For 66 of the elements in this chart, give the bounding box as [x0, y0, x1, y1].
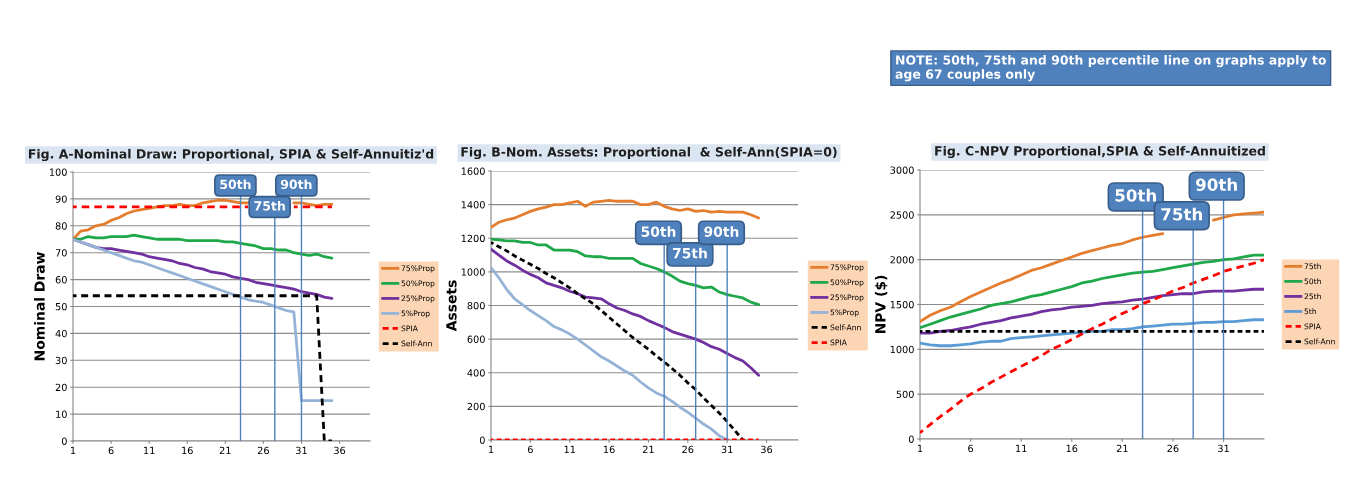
- y-tick-label: 1200: [461, 234, 485, 243]
- x-tick-label: 26: [682, 445, 694, 454]
- x-tick-label: 11: [144, 446, 155, 454]
- y-tick-label: 1000: [461, 268, 485, 276]
- ref-line-label: 50th: [220, 179, 251, 190]
- x-tick-label: 16: [603, 445, 615, 454]
- x-tick-label: 21: [219, 446, 231, 454]
- y-tick-label: 400: [467, 369, 485, 377]
- ref-line-label: 90th: [1196, 178, 1237, 191]
- ref-line-label: 50th: [641, 226, 676, 237]
- y-tick-label: 50: [55, 302, 67, 311]
- x-tick-label: 1: [70, 446, 76, 454]
- y-tick-label: 2000: [890, 256, 914, 264]
- y-axis-title: Assets: [446, 280, 457, 332]
- y-tick-label: 200: [467, 402, 485, 411]
- y-tick-label: 60: [55, 276, 67, 284]
- y-tick-label: 500: [896, 390, 914, 398]
- y-axis-title: NPV ($): [874, 275, 888, 334]
- ref-line-label: 50th: [1115, 188, 1156, 202]
- x-tick-label: 6: [108, 446, 114, 455]
- x-tick-label: 16: [1066, 444, 1078, 453]
- y-tick-label: 1000: [890, 345, 914, 354]
- chart-title: Fig. C-NPV Proportional,SPIA & Self-Annuitized: [935, 145, 1265, 159]
- x-tick-label: 31: [296, 446, 307, 455]
- y-tick-label: 80: [55, 222, 67, 230]
- y-tick-label: 0: [61, 437, 67, 445]
- y-tick-label: 0: [479, 436, 485, 444]
- text: NOTE: 50th, 75th and 90th percentile line on graphs apply to age 67 couples only: [895, 55, 1326, 82]
- y-tick-label: 1400: [461, 201, 485, 209]
- y-tick-label: 10: [56, 410, 67, 418]
- x-tick-label: 1: [917, 444, 923, 452]
- ref-line-label: 75th: [254, 200, 285, 211]
- chart-title: Fig. B-Nom. Assets: Proportional & Self-Ann(SPIA=0): [461, 146, 837, 160]
- x-tick-label: 11: [564, 445, 576, 453]
- y-tick-label: 100: [49, 168, 67, 176]
- y-tick-label: 90: [55, 195, 67, 203]
- y-tick-label: 2500: [890, 211, 914, 219]
- y-tick-label: 20: [55, 383, 67, 392]
- x-tick-label: 31: [721, 445, 733, 454]
- y-tick-label: 70: [55, 249, 67, 257]
- ref-line-label: 90th: [704, 226, 739, 237]
- x-tick-label: 6: [968, 444, 974, 453]
- y-axis-title: Nominal Draw: [34, 252, 45, 361]
- ref-line-label: 75th: [672, 247, 707, 259]
- y-tick-label: 800: [467, 301, 485, 310]
- x-tick-label: 16: [182, 446, 193, 455]
- ref-line-label: 75th: [1161, 207, 1202, 221]
- x-tick-label: 21: [1116, 444, 1128, 452]
- y-tick-label: 600: [467, 335, 485, 343]
- y-tick-label: 1500: [890, 300, 914, 309]
- chart-title: Fig. A-Nominal Draw: Proportional, SPIA & Self-Annuitiz'd: [28, 148, 434, 162]
- x-tick-label: 31: [1218, 444, 1229, 453]
- x-tick-label: 11: [1016, 444, 1027, 452]
- y-tick-label: 0: [908, 435, 914, 443]
- ref-line-label: 90th: [280, 179, 312, 190]
- x-tick-label: 1: [488, 445, 494, 453]
- y-tick-label: 3000: [890, 166, 914, 174]
- x-tick-label: 26: [1167, 444, 1179, 453]
- y-tick-label: 1600: [461, 167, 485, 175]
- x-tick-label: 26: [257, 446, 269, 455]
- x-tick-label: 36: [334, 446, 346, 455]
- x-tick-label: 6: [527, 445, 533, 454]
- y-tick-label: 30: [55, 356, 67, 365]
- x-tick-label: 21: [642, 445, 654, 453]
- y-tick-label: 40: [55, 329, 67, 338]
- x-tick-label: 36: [761, 445, 773, 454]
